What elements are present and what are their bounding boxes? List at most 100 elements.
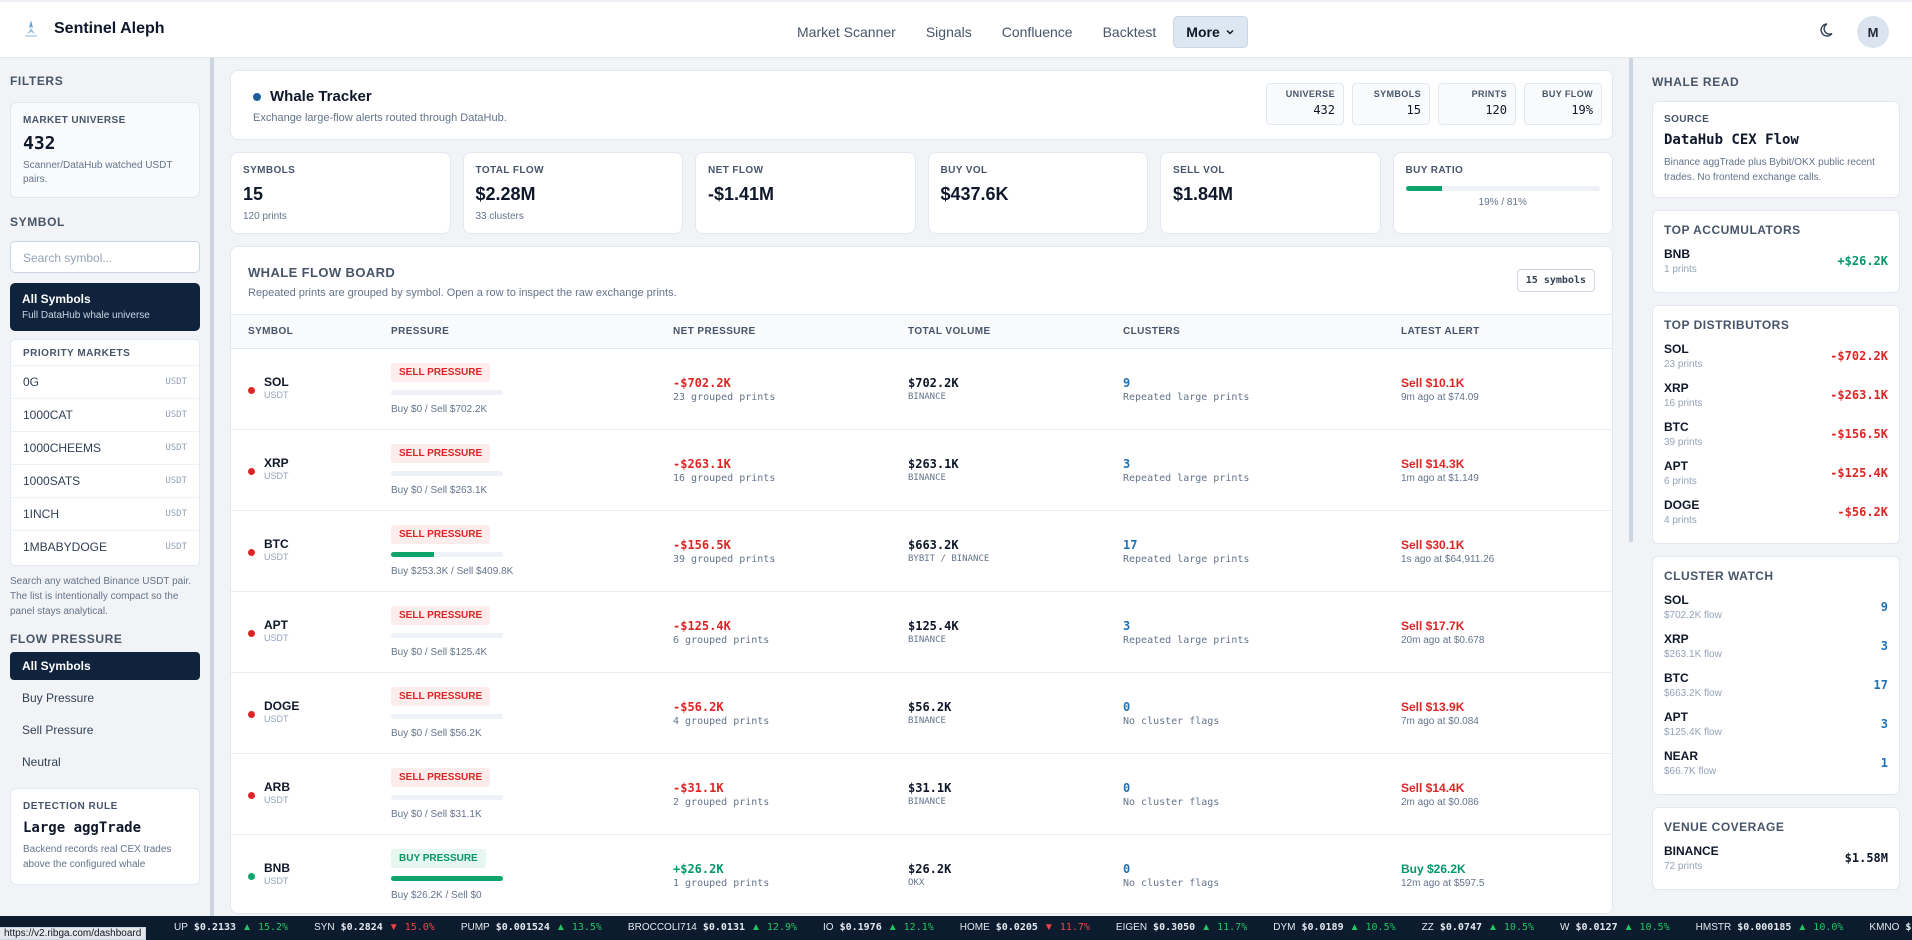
list-item[interactable]: SOL $702.2K flow 9 [1664,587,1888,626]
detection-desc: Backend records real CEX trades above th… [23,844,172,870]
column-header[interactable]: LATEST ALERT [1401,326,1480,337]
list-item[interactable]: BNB 1 prints +$26.2K [1664,241,1888,280]
stat-prints: PRINTS 120 [1438,83,1516,125]
symbol-name: XRP [264,456,289,470]
list-item-name: SOL [1664,592,1689,607]
list-item[interactable]: XRP $263.1K flow 3 [1664,626,1888,665]
flow-filter-all[interactable]: All Symbols [10,652,200,680]
list-item[interactable]: BTC $663.2K flow 17 [1664,665,1888,704]
ticker-item[interactable]: BROCCOLI714 $0.0131 ▲ 12.9% [628,922,797,933]
list-item[interactable]: BTC 39 prints -$156.5K [1664,414,1888,453]
column-header[interactable]: NET PRESSURE [673,326,756,337]
list-item-name: NEAR [1664,748,1699,763]
list-item-name: APT [1664,458,1688,473]
symbol-search-input[interactable]: Search symbol... [10,241,200,273]
avatar[interactable]: M [1857,16,1889,48]
flow-filter-sell[interactable]: Sell Pressure [22,723,94,737]
nav-signals[interactable]: Signals [925,24,972,40]
list-item-value: +$26.2K [1837,253,1888,268]
table-row[interactable]: BTC USDT SELL PRESSURE Buy $253.3K / Sell $… [231,511,1612,592]
priority-item[interactable]: 1INCH USDT [11,497,199,530]
ticker-item[interactable]: PUMP $0.001524 ▲ 13.5% [461,922,602,933]
nav-backtest[interactable]: Backtest [1102,24,1157,40]
card-title: TOP ACCUMULATORS [1664,223,1801,237]
list-item[interactable]: XRP 16 prints -$263.1K [1664,375,1888,414]
sidebar-scrollbar[interactable] [210,58,214,916]
arrow-up-icon: ▲ [1797,922,1808,933]
main-scrollbar[interactable] [1629,58,1633,542]
venue: BINANCE [908,716,946,726]
kpi-row: SYMBOLS 15 120 prints TOTAL FLOW $2.28M 33 c… [230,152,1613,234]
kpi-value: $437.6K [940,184,1009,204]
stat-universe: UNIVERSE 432 [1266,83,1344,125]
priority-item[interactable]: 1000CAT USDT [11,398,199,431]
ticker-item[interactable]: W $0.0127 ▲ 10.5% [1560,922,1670,933]
list-item[interactable]: APT 6 prints -$125.4K [1664,453,1888,492]
priority-item[interactable]: 0G USDT [11,365,199,398]
ticker-item[interactable]: IO $0.1976 ▲ 12.1% [823,922,934,933]
nav-market-scanner[interactable]: Market Scanner [797,24,896,40]
priority-item[interactable]: 1000SATS USDT [11,464,199,497]
list-item-info: BINANCE 72 prints [1664,844,1719,872]
net-pressure-value: -$702.2K [673,376,731,390]
flow-pressure-heading: FLOW PRESSURE [10,632,123,646]
column-header[interactable]: CLUSTERS [1123,326,1181,337]
nav-confluence[interactable]: Confluence [1001,24,1073,40]
ticker-item[interactable]: EIGEN $0.3050 ▲ 11.7% [1116,922,1247,933]
table-row[interactable]: BNB USDT BUY PRESSURE Buy $26.2K / Sell $0 +… [231,835,1612,913]
ticker-symbol: PUMP [460,922,490,933]
list-item[interactable]: APT $125.4K flow 3 [1664,704,1888,743]
page-title-text: Whale Tracker [270,88,372,105]
arrow-down-icon: ▼ [1043,922,1054,933]
column-header[interactable]: TOTAL VOLUME [908,326,991,337]
list-item[interactable]: SOL 23 prints -$702.2K [1664,336,1888,375]
list-item-info: BTC 39 prints [1664,420,1702,448]
list-item-sub: $702.2K flow [1664,609,1722,621]
net-pressure-value: -$125.4K [673,619,731,633]
ticker-item[interactable]: HOME $0.0205 ▼ 11.7% [960,922,1090,933]
table-row[interactable]: ARB USDT SELL PRESSURE Buy $0 / Sell $31.1K… [231,754,1612,835]
latest-alert: Sell $17.7K [1401,619,1465,633]
ticker-item[interactable]: ZZ $0.0747 ▲ 10.5% [1422,922,1534,933]
table-row[interactable]: XRP USDT SELL PRESSURE Buy $0 / Sell $263.1… [231,430,1612,511]
ticker-item[interactable]: UP $0.2133 ▲ 15.2% [174,922,288,933]
cluster-note: No cluster flags [1123,716,1220,727]
kpi-label: BUY RATIO [1405,165,1464,176]
moon-icon[interactable] [1820,21,1838,39]
whale-read-sidebar: WHALE READ SOURCE DataHub CEX Flow Binan… [1640,58,1912,916]
priority-quote: USDT [165,542,187,552]
priority-item[interactable]: 1000CHEEMS USDT [11,431,199,464]
ticker-change: 11.7% [1217,922,1248,933]
kpi-buy-ratio: BUY RATIO 19% / 81% [1392,152,1613,234]
list-item[interactable]: DOGE 4 prints -$56.2K [1664,492,1888,531]
flow-filter-neutral[interactable]: Neutral [22,755,61,769]
cluster-watch-card: CLUSTER WATCH SOL $702.2K flow 9 XRP $263.1K… [1652,556,1900,795]
pressure-split: Buy $0 / Sell $702.2K [391,404,488,415]
all-symbols-sub: Full DataHub whale universe [22,310,150,321]
ticker-item[interactable]: DYM $0.0189 ▲ 10.5% [1273,922,1395,933]
priority-item[interactable]: 1MBABYDOGE USDT [11,530,199,563]
total-volume: $56.2K [908,700,952,714]
ticker-item[interactable]: KMNO$0.0199▲10.0% [1869,922,1912,933]
ticker-item[interactable]: SYN $0.2824 ▼ 15.0% [314,922,435,933]
pressure-bar [391,876,503,881]
list-item[interactable]: BINANCE 72 prints $1.58M [1664,838,1888,877]
table-row[interactable]: SOL USDT SELL PRESSURE Buy $0 / Sell $702.2… [231,349,1612,430]
flow-filter-buy[interactable]: Buy Pressure [22,691,95,705]
nav-more-button[interactable]: More [1173,16,1248,48]
arrow-up-icon: ▲ [1623,922,1634,933]
brand[interactable]: Sentinel Aleph [22,20,165,38]
ticker-change: 10.5% [1365,922,1396,933]
all-symbols-option[interactable]: All Symbols Full DataHub whale universe [10,283,200,331]
net-pressure-value: -$56.2K [673,700,724,714]
ticker-item[interactable]: HMSTR $0.000185 ▲ 10.0% [1696,922,1844,933]
column-header[interactable]: SYMBOL [248,326,294,337]
table-row[interactable]: DOGE USDT SELL PRESSURE Buy $0 / Sell $56.2… [231,673,1612,754]
latest-alert: Buy $26.2K [1401,862,1466,876]
table-row[interactable]: APT USDT SELL PRESSURE Buy $0 / Sell $125.4… [231,592,1612,673]
grouped-prints: 4 grouped prints [673,716,770,727]
list-item[interactable]: NEAR $66.7K flow 1 [1664,743,1888,782]
column-header[interactable]: PRESSURE [391,326,450,337]
cluster-count: 0 [1123,862,1131,876]
stat-value: 15 [1406,103,1421,117]
